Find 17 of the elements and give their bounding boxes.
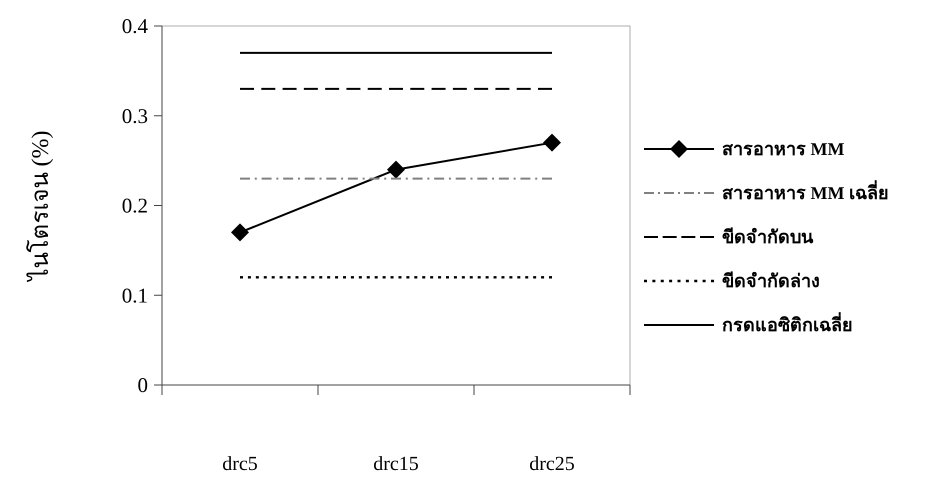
x-tick-label: drc15 — [373, 453, 419, 475]
y-tick-label: 0 — [138, 373, 148, 397]
x-tick-label: drc5 — [222, 453, 258, 475]
point — [231, 223, 249, 242]
legend-label: สารอาหาร MM เฉลี่ย — [722, 180, 889, 203]
x-tick-label: drc25 — [529, 453, 575, 475]
y-tick-label: 0.2 — [122, 194, 148, 218]
legend-label: ขีดจำกัดล่าง — [722, 271, 820, 291]
point — [387, 160, 405, 179]
y-tick-label: 0.4 — [122, 14, 148, 38]
legend-label: ขีดจำกัดบน — [722, 227, 814, 247]
legend-label: กรดแอซิติกเฉลี่ย — [722, 312, 853, 335]
y-axis-title: ไนโตรเจน (%) — [26, 130, 54, 282]
legend-label: สารอาหาร MM — [722, 139, 844, 159]
y-tick-label: 0.1 — [122, 283, 148, 308]
y-tick-label: 0.3 — [122, 104, 148, 128]
point — [543, 134, 561, 152]
